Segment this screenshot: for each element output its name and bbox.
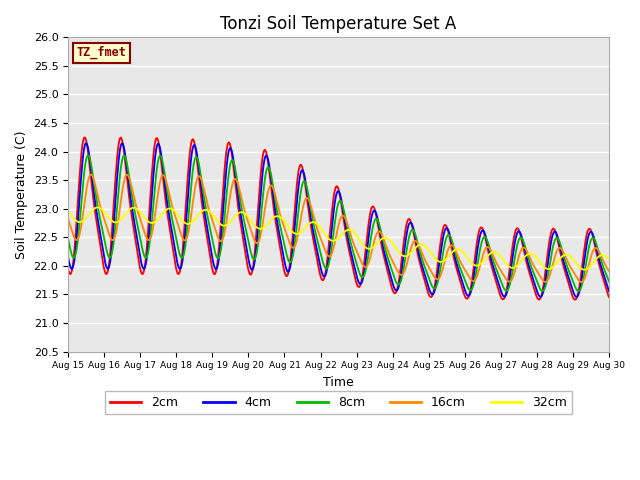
8cm	[84, 153, 92, 158]
Legend: 2cm, 4cm, 8cm, 16cm, 32cm: 2cm, 4cm, 8cm, 16cm, 32cm	[105, 391, 572, 414]
8cm	[605, 278, 613, 284]
2cm	[605, 294, 613, 300]
4cm	[214, 262, 221, 268]
Line: 32cm: 32cm	[68, 207, 609, 270]
Line: 16cm: 16cm	[68, 175, 609, 282]
8cm	[186, 204, 193, 210]
2cm	[64, 266, 72, 272]
2cm	[81, 134, 88, 140]
16cm	[421, 257, 429, 263]
2cm	[572, 297, 579, 302]
Line: 4cm: 4cm	[68, 143, 609, 297]
16cm	[87, 172, 95, 178]
8cm	[64, 236, 72, 242]
4cm	[605, 288, 613, 294]
4cm	[421, 272, 429, 277]
Line: 2cm: 2cm	[68, 137, 609, 300]
16cm	[74, 236, 82, 242]
8cm	[131, 207, 138, 213]
16cm	[131, 196, 138, 202]
4cm	[83, 140, 90, 146]
16cm	[186, 225, 193, 230]
2cm	[405, 216, 413, 222]
8cm	[214, 255, 221, 261]
16cm	[405, 253, 413, 259]
4cm	[405, 221, 413, 227]
Line: 8cm: 8cm	[68, 156, 609, 291]
2cm	[421, 278, 429, 284]
4cm	[573, 294, 580, 300]
32cm	[131, 205, 138, 211]
8cm	[421, 264, 429, 270]
4cm	[64, 255, 72, 261]
Text: TZ_fmet: TZ_fmet	[76, 46, 126, 60]
32cm	[64, 209, 72, 215]
32cm	[93, 204, 101, 210]
4cm	[186, 176, 193, 181]
16cm	[605, 268, 613, 274]
8cm	[574, 288, 582, 294]
16cm	[64, 216, 72, 222]
Title: Tonzi Soil Temperature Set A: Tonzi Soil Temperature Set A	[220, 15, 457, 33]
8cm	[74, 237, 82, 242]
X-axis label: Time: Time	[323, 376, 354, 389]
2cm	[186, 156, 193, 161]
16cm	[577, 279, 585, 285]
32cm	[421, 243, 429, 249]
32cm	[74, 219, 82, 225]
32cm	[405, 252, 413, 257]
Y-axis label: Soil Temperature (C): Soil Temperature (C)	[15, 130, 28, 259]
4cm	[74, 219, 82, 225]
8cm	[405, 235, 413, 240]
2cm	[131, 230, 138, 236]
2cm	[214, 256, 221, 262]
4cm	[131, 220, 138, 226]
32cm	[214, 219, 221, 225]
2cm	[74, 198, 82, 204]
32cm	[605, 257, 613, 263]
32cm	[580, 267, 588, 273]
16cm	[214, 234, 221, 240]
32cm	[186, 221, 193, 227]
